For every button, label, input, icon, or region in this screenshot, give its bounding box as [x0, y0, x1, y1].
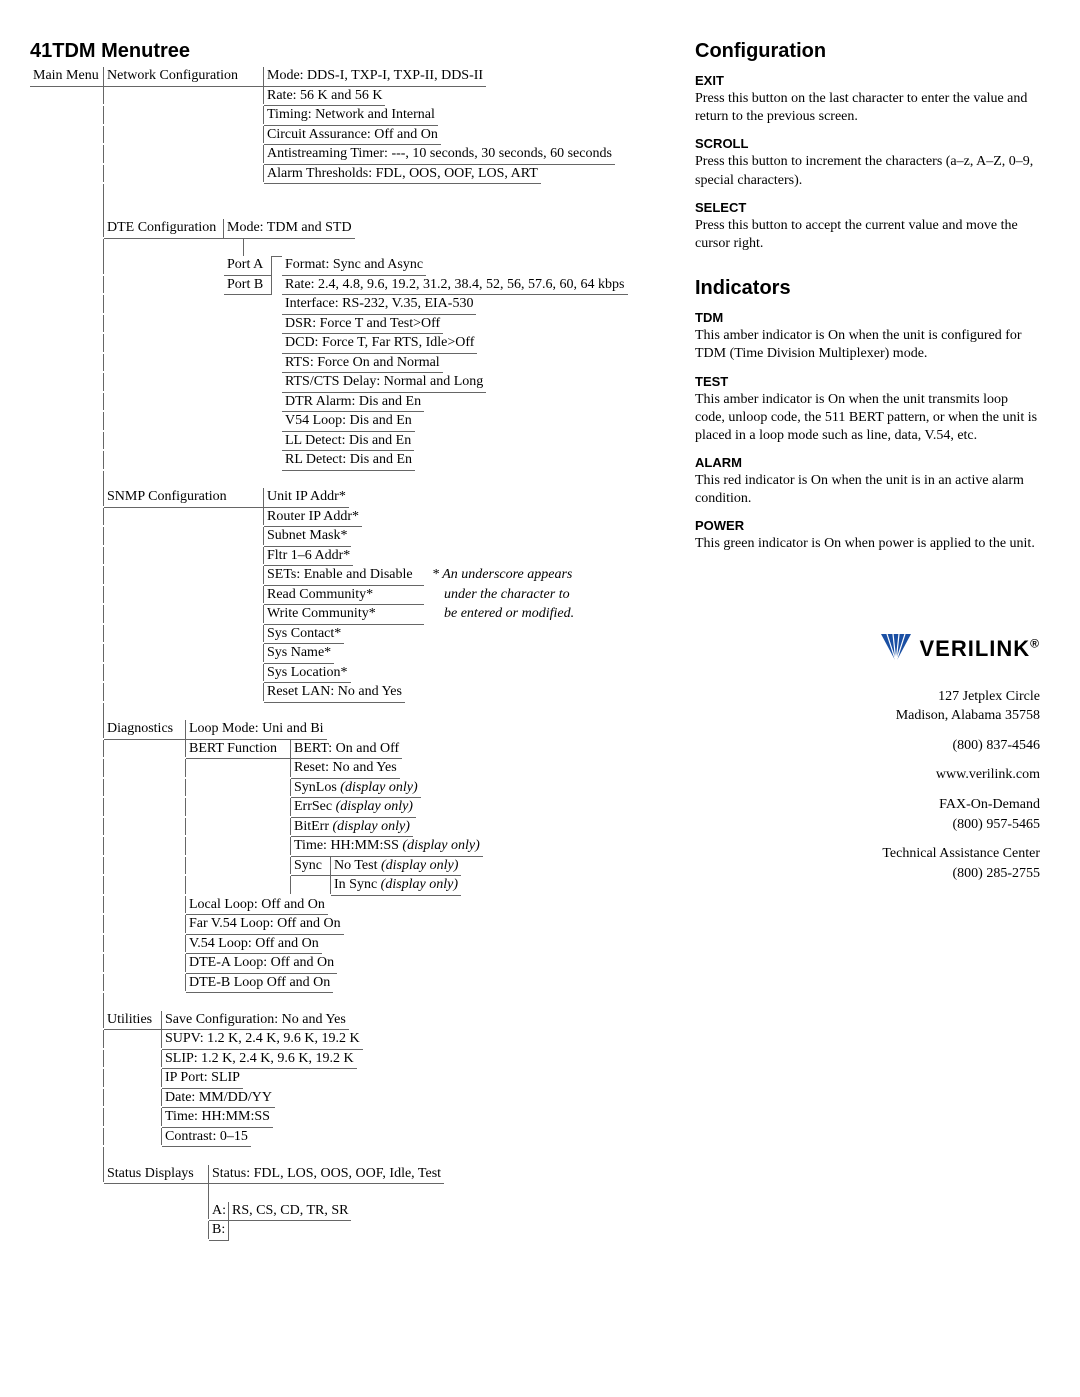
- port-item: DTR Alarm: Dis and En: [282, 393, 424, 413]
- logo-block: VERILINK®: [695, 634, 1040, 669]
- snmp-item: Unit IP Addr*: [264, 488, 349, 508]
- config-btn-desc: Press this button to increment the chara…: [695, 153, 1040, 189]
- util-item: IP Port: SLIP: [162, 1069, 243, 1089]
- snmp-item: Fltr 1–6 Addr*: [264, 547, 353, 567]
- address-block: 127 Jetplex CircleMadison, Alabama 35758…: [695, 687, 1040, 884]
- indicator-name: TEST: [695, 374, 1040, 389]
- port-item: DCD: Force T, Far RTS, Idle>Off: [282, 334, 477, 354]
- config-btn-desc: Press this button to accept the current …: [695, 217, 1040, 253]
- port-item: DSR: Force T and Test>Off: [282, 315, 443, 335]
- snmp-item: SETs: Enable and Disable: [264, 566, 424, 586]
- util-item: SUPV: 1.2 K, 2.4 K, 9.6 K, 19.2 K: [162, 1030, 363, 1050]
- util-item: Date: MM/DD/YY: [162, 1089, 275, 1109]
- netconf-label: Network Configuration: [104, 67, 264, 87]
- port-item: Rate: 2.4, 4.8, 9.6, 19.2, 31.2, 38.4, 5…: [282, 276, 628, 296]
- status-a-val: RS, CS, CD, TR, SR: [229, 1202, 351, 1222]
- logo-text: VERILINK®: [919, 636, 1040, 662]
- netconf-item: Circuit Assurance: Off and On: [264, 126, 441, 146]
- verilink-logo-icon: [879, 634, 913, 664]
- port-item: RTS: Force On and Normal: [282, 354, 443, 374]
- netconf-item: Alarm Thresholds: FDL, OOS, OOF, LOS, AR…: [264, 165, 541, 185]
- dteconf-label: DTE Configuration: [104, 219, 224, 239]
- snmp-item: Router IP Addr*: [264, 508, 362, 528]
- config-btn-name: SCROLL: [695, 136, 1040, 151]
- diag-loop: Far V.54 Loop: Off and On: [186, 915, 344, 935]
- diag-loop: V.54 Loop: Off and On: [186, 935, 322, 955]
- diag-loop: DTE-A Loop: Off and On: [186, 954, 337, 974]
- snmp-item: Subnet Mask*: [264, 527, 351, 547]
- bert-item: BERT: On and Off: [291, 740, 402, 760]
- menutree: Main Menu Network Configuration Mode: DD…: [30, 67, 670, 1241]
- indicators-heading: Indicators: [695, 277, 1040, 300]
- port-item: RL Detect: Dis and En: [282, 451, 415, 471]
- config-btn-desc: Press this button on the last character …: [695, 90, 1040, 126]
- snmp-note: under the character to: [424, 586, 570, 604]
- bert-label: BERT Function: [186, 740, 291, 760]
- netconf-item: Antistreaming Timer: ---, 10 seconds, 30…: [264, 145, 615, 165]
- snmp-item: Write Community*: [264, 605, 424, 625]
- sync-item: In Sync (display only): [331, 876, 461, 896]
- bert-display-item: Time: HH:MM:SS (display only): [291, 837, 483, 857]
- port-item: RTS/CTS Delay: Normal and Long: [282, 373, 486, 393]
- snmp-label: SNMP Configuration: [104, 488, 264, 508]
- snmp-item: Sys Contact*: [264, 625, 344, 645]
- port-a-label: Port A: [224, 256, 272, 276]
- sync-label: Sync: [291, 857, 331, 877]
- bert-display-item: BitErr (display only): [291, 818, 413, 838]
- util-item: Save Configuration: No and Yes: [162, 1011, 349, 1031]
- diag-loop: DTE-B Loop Off and On: [186, 974, 333, 994]
- netconf-item: Timing: Network and Internal: [264, 106, 438, 126]
- indicator-desc: This amber indicator is On when the unit…: [695, 327, 1040, 363]
- config-btn-name: EXIT: [695, 73, 1040, 88]
- util-item: Contrast: 0–15: [162, 1128, 251, 1148]
- diag-label: Diagnostics: [104, 720, 186, 740]
- snmp-note: be entered or modified.: [424, 605, 574, 623]
- indicator-desc: This green indicator is On when power is…: [695, 535, 1040, 553]
- port-item: Format: Sync and Async: [282, 256, 426, 276]
- util-label: Utilities: [104, 1011, 162, 1031]
- config-btn-name: SELECT: [695, 200, 1040, 215]
- indicator-name: ALARM: [695, 455, 1040, 470]
- netconf-item: Mode: DDS-I, TXP-I, TXP-II, DDS-II: [264, 67, 486, 87]
- status-item: Status: FDL, LOS, OOS, OOF, Idle, Test: [209, 1165, 444, 1185]
- bert-display-item: ErrSec (display only): [291, 798, 416, 818]
- diag-loopmode: Loop Mode: Uni and Bi: [186, 720, 327, 740]
- port-item: LL Detect: Dis and En: [282, 432, 414, 452]
- port-item: Interface: RS-232, V.35, EIA-530: [282, 295, 476, 315]
- port-item: V54 Loop: Dis and En: [282, 412, 415, 432]
- util-item: Time: HH:MM:SS: [162, 1108, 273, 1128]
- snmp-item: Reset LAN: No and Yes: [264, 683, 405, 703]
- status-label: Status Displays: [104, 1165, 209, 1185]
- util-item: SLIP: 1.2 K, 2.4 K, 9.6 K, 19.2 K: [162, 1050, 357, 1070]
- indicator-desc: This red indicator is On when the unit i…: [695, 472, 1040, 508]
- status-a-label: A:: [209, 1202, 229, 1222]
- sync-item: No Test (display only): [331, 857, 461, 877]
- netconf-item: Rate: 56 K and 56 K: [264, 87, 385, 107]
- snmp-item: Sys Location*: [264, 664, 351, 684]
- indicator-desc: This amber indicator is On when the unit…: [695, 391, 1040, 446]
- snmp-item: Sys Name*: [264, 644, 334, 664]
- main-menu-label: Main Menu: [30, 67, 104, 87]
- indicator-name: POWER: [695, 518, 1040, 533]
- bert-item: Reset: No and Yes: [291, 759, 400, 779]
- port-b-label: Port B: [224, 276, 272, 296]
- bert-display-item: SynLos (display only): [291, 779, 421, 799]
- status-b-label: B:: [209, 1221, 229, 1241]
- dte-mode: Mode: TDM and STD: [224, 219, 355, 239]
- indicator-name: TDM: [695, 310, 1040, 325]
- page-title-left: 41TDM Menutree: [30, 40, 670, 63]
- diag-loop: Local Loop: Off and On: [186, 896, 328, 916]
- snmp-note: * An underscore appears: [424, 566, 572, 584]
- snmp-item: Read Community*: [264, 586, 424, 606]
- page-title-right: Configuration: [695, 40, 1040, 63]
